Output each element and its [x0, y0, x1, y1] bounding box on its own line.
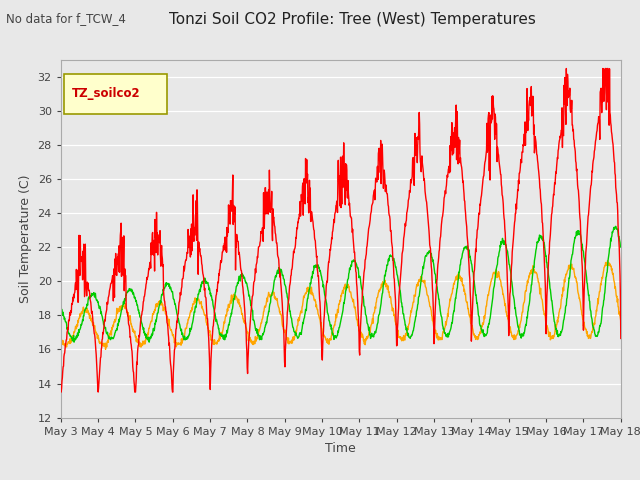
-4cm: [604, 258, 611, 264]
-8cm: [501, 239, 509, 245]
-8cm: [57, 301, 65, 307]
-4cm: [182, 326, 189, 332]
-2cm: [168, 378, 175, 384]
-8cm: [617, 244, 625, 250]
-4cm: [551, 331, 559, 337]
FancyBboxPatch shape: [63, 74, 167, 114]
Line: -8cm: -8cm: [61, 226, 621, 342]
-8cm: [244, 288, 252, 294]
-8cm: [551, 319, 559, 325]
-2cm: [244, 356, 252, 362]
-4cm: [617, 318, 625, 324]
-2cm: [617, 336, 625, 341]
-4cm: [428, 314, 436, 320]
X-axis label: Time: Time: [325, 442, 356, 455]
-4cm: [501, 301, 509, 307]
-2cm: [428, 267, 435, 273]
-4cm: [57, 341, 65, 347]
-2cm: [57, 389, 65, 395]
-4cm: [102, 347, 109, 352]
Text: TZ_soilco2: TZ_soilco2: [72, 87, 141, 100]
-4cm: [244, 338, 252, 344]
Text: Tonzi Soil CO2 Profile: Tree (West) Temperatures: Tonzi Soil CO2 Profile: Tree (West) Temp…: [168, 12, 536, 27]
-8cm: [168, 289, 176, 295]
-2cm: [182, 259, 189, 264]
-8cm: [428, 254, 436, 260]
-2cm: [563, 66, 570, 72]
-2cm: [501, 226, 509, 232]
-8cm: [612, 223, 620, 229]
Y-axis label: Soil Temperature (C): Soil Temperature (C): [19, 175, 32, 303]
-4cm: [168, 330, 176, 336]
Line: -2cm: -2cm: [61, 69, 621, 392]
-8cm: [182, 336, 189, 342]
-2cm: [550, 186, 558, 192]
Line: -4cm: -4cm: [61, 261, 621, 349]
-8cm: [145, 339, 153, 345]
Text: No data for f_TCW_4: No data for f_TCW_4: [6, 12, 126, 25]
